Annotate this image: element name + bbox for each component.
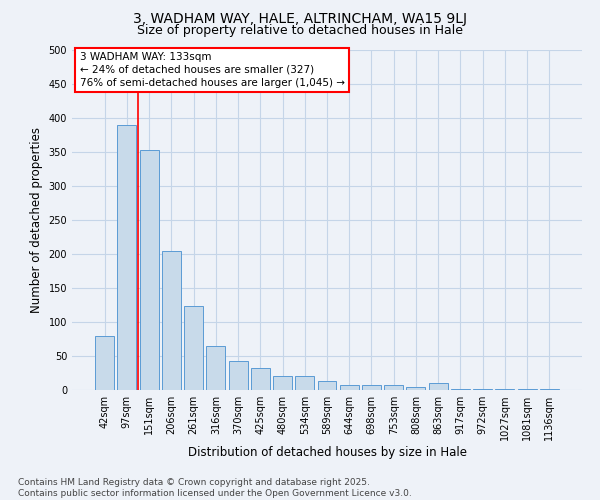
Bar <box>184 306 203 390</box>
Bar <box>206 346 225 390</box>
Bar <box>295 376 314 390</box>
X-axis label: Distribution of detached houses by size in Hale: Distribution of detached houses by size … <box>187 446 467 459</box>
Bar <box>251 368 270 390</box>
Bar <box>229 361 248 390</box>
Bar <box>317 381 337 390</box>
Bar <box>384 384 403 390</box>
Bar <box>162 250 181 390</box>
Text: Size of property relative to detached houses in Hale: Size of property relative to detached ho… <box>137 24 463 37</box>
Bar <box>451 388 470 390</box>
Text: 3, WADHAM WAY, HALE, ALTRINCHAM, WA15 9LJ: 3, WADHAM WAY, HALE, ALTRINCHAM, WA15 9L… <box>133 12 467 26</box>
Text: 3 WADHAM WAY: 133sqm
← 24% of detached houses are smaller (327)
76% of semi-deta: 3 WADHAM WAY: 133sqm ← 24% of detached h… <box>80 52 344 88</box>
Bar <box>362 385 381 390</box>
Bar <box>118 125 136 390</box>
Y-axis label: Number of detached properties: Number of detached properties <box>30 127 43 313</box>
Bar <box>95 336 114 390</box>
Text: Contains HM Land Registry data © Crown copyright and database right 2025.
Contai: Contains HM Land Registry data © Crown c… <box>18 478 412 498</box>
Bar <box>429 383 448 390</box>
Bar <box>406 386 425 390</box>
Bar <box>340 385 359 390</box>
Bar <box>273 376 292 390</box>
Bar <box>140 150 158 390</box>
